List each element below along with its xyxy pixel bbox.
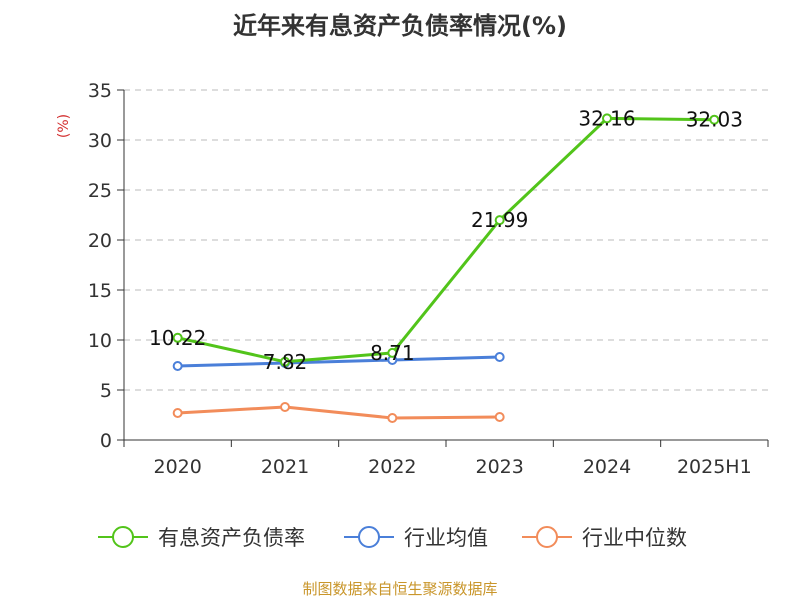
x-tick-label: 2020 (153, 456, 201, 478)
y-tick-label: 10 (88, 330, 112, 352)
y-tick-label: 35 (88, 80, 112, 102)
legend-item[interactable]: 行业均值 (344, 526, 488, 550)
data-label: 10.22 (149, 326, 206, 350)
y-tick-label: 25 (88, 180, 112, 202)
data-label: 21.99 (471, 208, 528, 232)
source-note: 制图数据来自恒生聚源数据库 (302, 580, 497, 598)
data-labels: 10.22 7.82 8.71 21.99 32.16 32.03 (149, 106, 743, 373)
data-point (602, 113, 612, 124)
axes: 0 5 10 15 20 25 30 35 2020 2021 2022 2023 2024 2025H1 (88, 80, 769, 478)
data-point (494, 412, 505, 422)
legend-marker (536, 526, 558, 548)
x-tick-label: 2021 (261, 456, 309, 478)
series-line (177, 355, 500, 368)
y-tick-label: 15 (88, 280, 112, 302)
legend-item[interactable]: 有息资产负债率 (98, 526, 305, 550)
series-2 (172, 402, 505, 423)
data-label: 32.03 (686, 108, 743, 132)
y-tick-label: 20 (88, 230, 112, 252)
data-point (387, 347, 398, 358)
data-point (172, 361, 183, 371)
legend-label: 行业均值 (404, 526, 488, 550)
data-point (172, 408, 183, 418)
data-label: 8.71 (370, 341, 415, 365)
series-0 (172, 113, 720, 367)
legend-item[interactable]: 行业中位数 (522, 526, 687, 550)
x-tick-label: 2024 (583, 456, 631, 478)
y-tick-label: 0 (100, 430, 112, 452)
series-line (177, 405, 500, 420)
legend[interactable]: 有息资产负债率 行业均值 行业中位数 (98, 526, 687, 550)
legend-label: 行业中位数 (582, 526, 687, 550)
data-point (494, 215, 505, 226)
chart-title: 近年来有息资产负债率情况(%) (233, 12, 567, 40)
data-label: 7.82 (263, 350, 308, 374)
grid (124, 89, 768, 391)
x-tick-label: 2025H1 (677, 456, 752, 478)
data-point (280, 356, 290, 367)
x-tick-label: 2022 (368, 456, 416, 478)
y-tick-label: 30 (88, 130, 112, 152)
legend-marker (112, 526, 134, 548)
legend-marker (358, 526, 380, 548)
legend-label: 有息资产负债率 (158, 526, 305, 550)
series (172, 113, 720, 423)
data-point (387, 413, 398, 423)
x-tick-label: 2023 (475, 456, 523, 478)
data-point (494, 352, 505, 362)
y-tick-label: 5 (100, 380, 112, 402)
y-axis-label: (%) (56, 114, 72, 138)
data-point (280, 402, 290, 412)
data-label: 32.16 (578, 106, 635, 130)
data-point (172, 332, 183, 343)
series-line (177, 116, 715, 364)
series-1 (172, 352, 505, 371)
data-point (709, 114, 720, 125)
